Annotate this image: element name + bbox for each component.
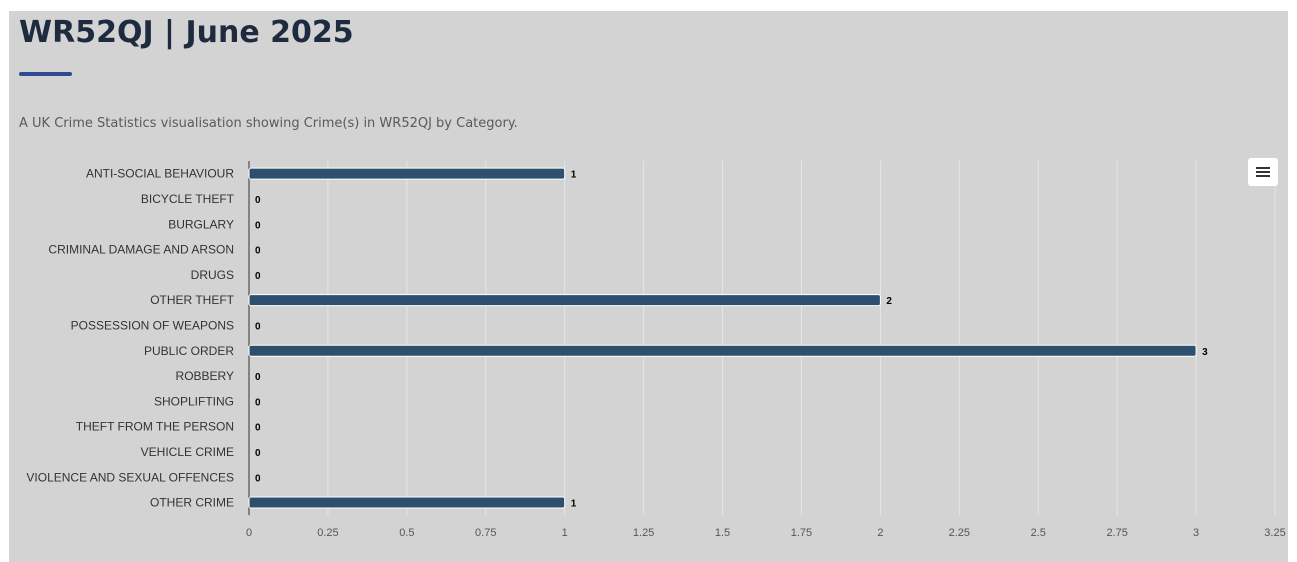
category-label: BURGLARY <box>168 217 234 231</box>
data-label: 3 <box>1202 347 1208 358</box>
x-tick-label: 1.75 <box>791 527 812 539</box>
data-label: 0 <box>255 473 261 484</box>
x-tick-label: 1 <box>562 527 568 539</box>
bar <box>248 294 881 307</box>
chart-description: A UK Crime Statistics visualisation show… <box>19 116 518 131</box>
data-label: 0 <box>255 220 261 231</box>
x-tick-label: 2 <box>877 527 883 539</box>
data-label: 0 <box>255 195 261 206</box>
category-label: THEFT FROM THE PERSON <box>76 420 234 434</box>
page-title: WR52QJ | June 2025 <box>19 15 354 50</box>
data-label: 0 <box>255 423 261 434</box>
x-tick-label: 2.25 <box>949 527 970 539</box>
bar <box>248 167 566 180</box>
bar-chart: 0 0.25 0.5 0.75 1 1.25 1.5 1.75 2 2.25 2.5 2.75 3 3.2… <box>26 161 1286 540</box>
x-tick-label: 3 <box>1193 527 1199 539</box>
category-label: POSSESSION OF WEAPONS <box>71 318 234 332</box>
x-tick-label: 2.5 <box>1031 527 1046 539</box>
category-label: SHOPLIFTING <box>154 394 234 408</box>
chart-menu-button[interactable] <box>1248 158 1278 186</box>
bars <box>248 167 1197 509</box>
category-label: CRIMINAL DAMAGE AND ARSON <box>48 243 234 257</box>
chart-panel: WR52QJ | June 2025 A UK Crime Statistics… <box>9 11 1288 562</box>
category-label: OTHER THEFT <box>150 293 234 307</box>
title-underline <box>19 72 72 76</box>
gridlines <box>327 161 1276 516</box>
x-tick-label: 1.5 <box>715 527 730 539</box>
x-tick-label: 0.75 <box>475 527 496 539</box>
x-tick-label: 1.25 <box>633 527 654 539</box>
category-label: PUBLIC ORDER <box>144 344 234 358</box>
category-label: DRUGS <box>191 268 234 282</box>
hamburger-menu-icon-line <box>1256 175 1270 177</box>
data-label: 0 <box>255 397 261 408</box>
data-label: 1 <box>571 499 577 510</box>
data-label: 0 <box>255 246 261 257</box>
x-tick-label: 0.5 <box>399 527 414 539</box>
bar <box>248 496 566 509</box>
category-label: BICYCLE THEFT <box>141 192 235 206</box>
data-label: 2 <box>886 296 892 307</box>
x-tick-label: 2.75 <box>1106 527 1127 539</box>
data-label: 0 <box>255 372 261 383</box>
labels: 0 0.25 0.5 0.75 1 1.25 1.5 1.75 2 2.25 2.5 2.75 3 3.2… <box>26 167 1285 540</box>
category-label: ROBBERY <box>176 369 234 383</box>
category-label: VEHICLE CRIME <box>141 445 234 459</box>
hamburger-menu-icon <box>1256 167 1270 169</box>
category-label: ANTI-SOCIAL BEHAVIOUR <box>86 167 234 181</box>
bar <box>248 344 1197 357</box>
x-tick-label: 3.25 <box>1264 527 1285 539</box>
data-label: 0 <box>255 448 261 459</box>
hamburger-menu-icon-line <box>1256 171 1270 173</box>
category-label: OTHER CRIME <box>150 496 234 510</box>
x-tick-label: 0 <box>246 527 252 539</box>
data-label: 1 <box>571 170 577 181</box>
data-label: 0 <box>255 321 261 332</box>
data-label: 0 <box>255 271 261 282</box>
x-tick-label: 0.25 <box>317 527 338 539</box>
category-label: VIOLENCE AND SEXUAL OFFENCES <box>26 470 234 484</box>
